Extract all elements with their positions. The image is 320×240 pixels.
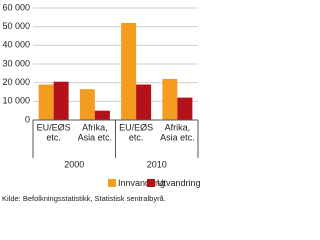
x-tick-label: EU/EØS <box>37 122 71 132</box>
y-tick-label: 30 000 <box>2 58 30 68</box>
x-tick-label: Afrika, <box>82 122 108 132</box>
bar <box>121 22 137 120</box>
group-label: 2000 <box>64 159 84 169</box>
x-tick-label: Asia etc. <box>160 132 195 142</box>
bar <box>53 81 69 120</box>
legend-swatch <box>108 179 116 187</box>
x-tick-label: Asia etc. <box>78 132 113 142</box>
x-tick-label: EU/EØS <box>119 122 153 132</box>
bar <box>38 84 54 120</box>
y-tick-label: 60 000 <box>2 2 30 12</box>
bar <box>177 97 193 120</box>
y-tick-label: 10 000 <box>2 96 30 106</box>
bar <box>94 110 110 120</box>
source: Kilde: Befolkningsstatistikk, Statistisk… <box>2 194 166 203</box>
legend-swatch <box>147 179 155 187</box>
y-tick-label: 0 <box>25 114 30 124</box>
x-tick-label: etc. <box>46 132 61 142</box>
group-label: 2010 <box>147 159 167 169</box>
legend-label: Innvandring <box>118 178 165 188</box>
bar <box>79 89 95 120</box>
y-tick-label: 40 000 <box>2 40 30 50</box>
x-tick-label: Afrika, <box>165 122 191 132</box>
chart: 0 10 000 20 000 30 000 40 000 50 000 60 000 EU/… <box>2 2 201 203</box>
y-tick-label: 20 000 <box>2 77 30 87</box>
bar <box>136 84 152 120</box>
bar <box>162 78 178 120</box>
legend-label: Utvandring <box>157 178 201 188</box>
y-tick-label: 50 000 <box>2 21 30 31</box>
x-tick-label: etc. <box>129 132 144 142</box>
